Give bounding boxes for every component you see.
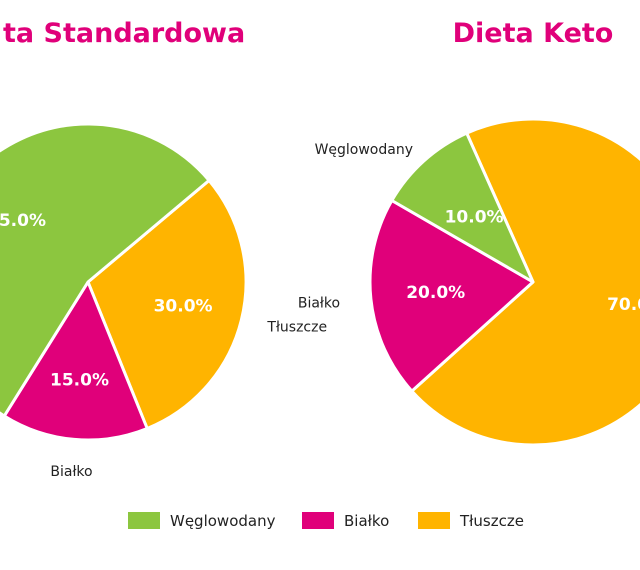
slice-pct-label-standard-bialko: 15.0% <box>50 371 109 391</box>
legend-label-weglowodany: Węglowodany <box>170 512 276 530</box>
legend-swatch-weglowodany <box>128 512 160 529</box>
slice-category-label-standard-tluszcze: Tłuszcze <box>266 320 327 336</box>
slice-standard-weglowodany <box>0 122 211 418</box>
slice-pct-label-standard-weglowodany: 55.0% <box>0 211 46 231</box>
legend-swatch-bialko <box>302 512 334 529</box>
slice-pct-label-standard-tluszcze: 30.0% <box>154 297 213 317</box>
slice-pct-label-keto-bialko: 20.0% <box>406 283 465 303</box>
slice-standard-tluszcze <box>86 178 248 430</box>
legend-label-bialko: Białko <box>344 512 389 530</box>
chart-title-keto: Dieta Keto <box>453 18 614 49</box>
slice-pct-label-keto-tluszcze: 70.0% <box>607 295 640 315</box>
legend-swatch-tluszcze <box>418 512 450 529</box>
slice-standard-bialko <box>2 280 149 442</box>
slice-category-label-keto-weglowodany: Węglowodany <box>315 142 413 158</box>
slice-category-label-keto-bialko: Białko <box>298 295 340 311</box>
slice-pct-label-keto-weglowodany: 10.0% <box>445 208 504 228</box>
legend-label-tluszcze: Tłuszcze <box>459 512 524 530</box>
slice-keto-weglowodany <box>390 131 535 284</box>
legend: Węglowodany Białko Tłuszcze <box>128 512 524 530</box>
slice-keto-bialko <box>368 199 535 393</box>
slice-category-label-standard-bialko: Białko <box>50 464 92 480</box>
slice-keto-tluszcze <box>410 117 640 447</box>
chart-title-standard: ta Standardowa <box>3 18 245 49</box>
